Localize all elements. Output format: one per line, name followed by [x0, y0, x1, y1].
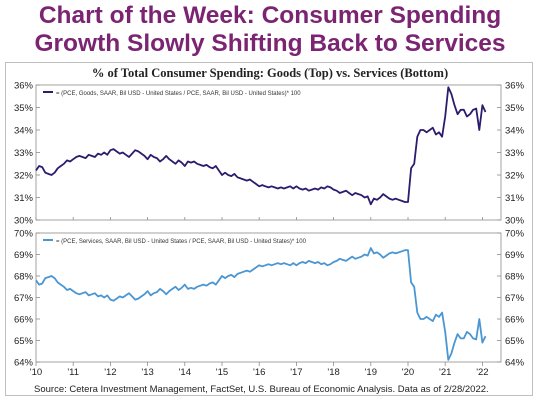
source-note: Source: Cetera Investment Management, Fa… [34, 384, 489, 395]
services-ytick-label-left: 64% [14, 358, 34, 369]
services-ytick-label-right: 64% [505, 358, 525, 369]
services-ytick-label-left: 70% [14, 229, 34, 240]
services-ytick-label-left: 65% [14, 336, 34, 347]
services-ytick-label-right: 68% [505, 272, 525, 283]
chart-canvas: % of Total Consumer Spending: Goods (Top… [14, 66, 525, 395]
goods-ytick-label-right: 31% [505, 193, 525, 204]
goods-ytick-label-left: 34% [14, 126, 34, 137]
xtick-label: '16 [253, 367, 265, 378]
xtick-label: '19 [365, 367, 377, 378]
xtick-label: '14 [179, 367, 191, 378]
services-ytick-label-left: 68% [14, 272, 34, 283]
services-ytick-label-right: 69% [505, 250, 525, 261]
xtick-label: '13 [141, 367, 153, 378]
services-series-line [35, 247, 487, 361]
chart-frame: % of Total Consumer Spending: Goods (Top… [5, 62, 533, 396]
chart-title: % of Total Consumer Spending: Goods (Top… [92, 66, 448, 80]
xtick-label: '21 [439, 367, 451, 378]
goods-ytick-label-left: 32% [14, 171, 34, 182]
goods-ytick-label-left: 30% [14, 216, 34, 227]
services-ytick-label-right: 67% [505, 293, 525, 304]
xtick-label: '10 [30, 367, 42, 378]
xtick-label: '20 [402, 367, 414, 378]
goods-ytick-label-left: 33% [14, 148, 34, 159]
goods-ytick-label-right: 32% [505, 171, 525, 182]
xtick-label: '18 [327, 367, 339, 378]
goods-ytick-label-left: 36% [14, 81, 34, 92]
services-ytick-label-left: 69% [14, 250, 34, 261]
xtick-label: '11 [67, 367, 79, 378]
services-legend-label: = (PCE, Services, SAAR, Bil USD - United… [56, 239, 307, 245]
goods-ytick-label-right: 33% [505, 148, 525, 159]
xtick-label: '15 [216, 367, 228, 378]
goods-plot-area [35, 84, 502, 221]
goods-ytick-label-right: 34% [505, 126, 525, 137]
headline-line-1: Chart of the Week: Consumer Spending [38, 2, 502, 29]
goods-ytick-label-left: 31% [14, 193, 34, 204]
services-ytick-label-left: 66% [14, 315, 34, 326]
services-ytick-label-right: 70% [505, 229, 525, 240]
xtick-label: '12 [104, 367, 116, 378]
headline: Chart of the Week: Consumer Spending Gro… [0, 2, 540, 58]
xtick-label: '22 [476, 367, 488, 378]
services-ytick-label-left: 67% [14, 293, 34, 304]
services-ytick-label-right: 66% [505, 315, 525, 326]
goods-ytick-label-right: 30% [505, 216, 525, 227]
services-ytick-label-right: 65% [505, 336, 525, 347]
goods-ytick-label-right: 36% [505, 81, 525, 92]
xtick-label: '17 [290, 367, 302, 378]
goods-ytick-label-right: 35% [505, 103, 525, 114]
goods-series-line [35, 86, 487, 206]
headline-line-2: Growth Slowly Shifting Back to Services [34, 30, 506, 57]
goods-legend-label: = (PCE, Goods, SAAR, Bil USD - United St… [56, 91, 301, 97]
goods-ytick-label-left: 35% [14, 103, 34, 114]
